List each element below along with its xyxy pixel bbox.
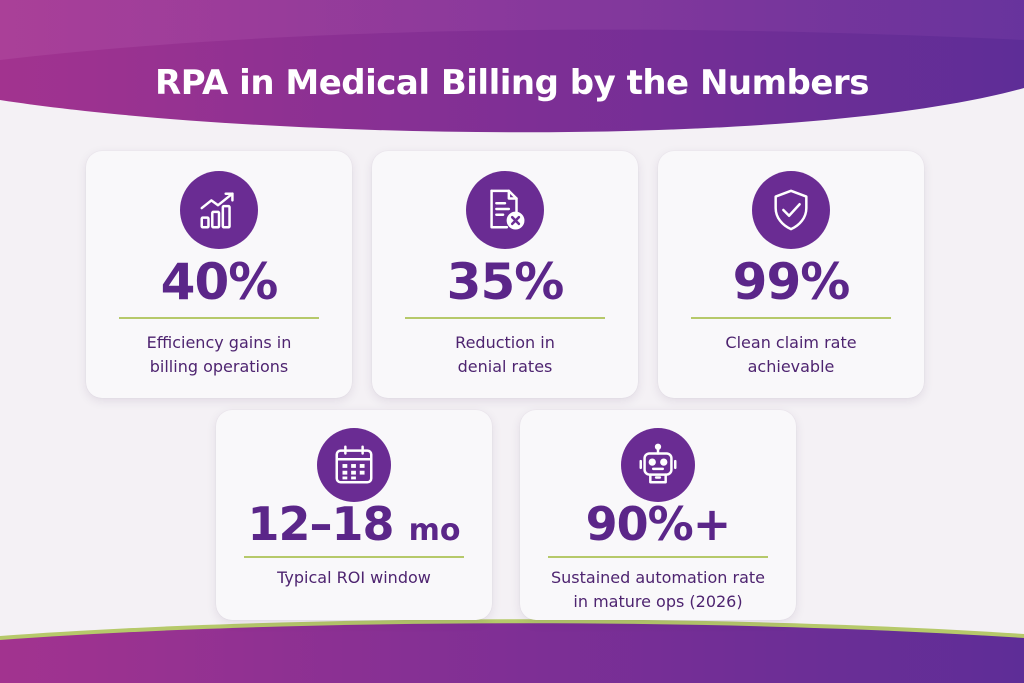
robot-icon bbox=[621, 428, 695, 502]
divider bbox=[119, 317, 319, 319]
document-denied-icon bbox=[466, 171, 544, 249]
stat-value: 90%+ bbox=[585, 497, 732, 551]
shield-check-icon bbox=[752, 171, 830, 249]
stat-unit: mo bbox=[408, 513, 461, 548]
stat-value: 40% bbox=[160, 253, 279, 311]
stat-description: Typical ROI window bbox=[277, 568, 431, 587]
divider bbox=[244, 556, 464, 558]
rising-bar-chart-icon bbox=[180, 171, 258, 249]
divider bbox=[548, 556, 768, 558]
stat-description: Sustained automation rate in mature ops … bbox=[550, 568, 765, 611]
header-band bbox=[0, 0, 1024, 133]
stat-value: 35% bbox=[446, 253, 565, 311]
divider bbox=[405, 317, 605, 319]
stat-value: 99% bbox=[732, 253, 851, 311]
footer-band bbox=[0, 619, 1024, 683]
calendar-icon bbox=[317, 428, 391, 502]
stat-description: Clean claim rate achievable bbox=[725, 333, 857, 376]
stat-card-roi-window: 12–18 mo Typical ROI window bbox=[216, 410, 492, 620]
stat-card-clean-claim: 99% Clean claim rate achievable bbox=[658, 151, 924, 398]
stat-description: Reduction in denial rates bbox=[455, 333, 555, 376]
stat-card-efficiency: 40% Efficiency gains in billing operatio… bbox=[86, 151, 352, 398]
stat-value: 12–18 mo bbox=[247, 497, 461, 551]
stat-card-denial-reduction: 35% Reduction in denial rates bbox=[372, 151, 638, 398]
page-title: RPA in Medical Billing by the Numbers bbox=[155, 63, 869, 103]
stat-card-automation-rate: 90%+ Sustained automation rate in mature… bbox=[520, 410, 796, 620]
stat-description: Efficiency gains in billing operations bbox=[146, 333, 292, 376]
divider bbox=[691, 317, 891, 319]
